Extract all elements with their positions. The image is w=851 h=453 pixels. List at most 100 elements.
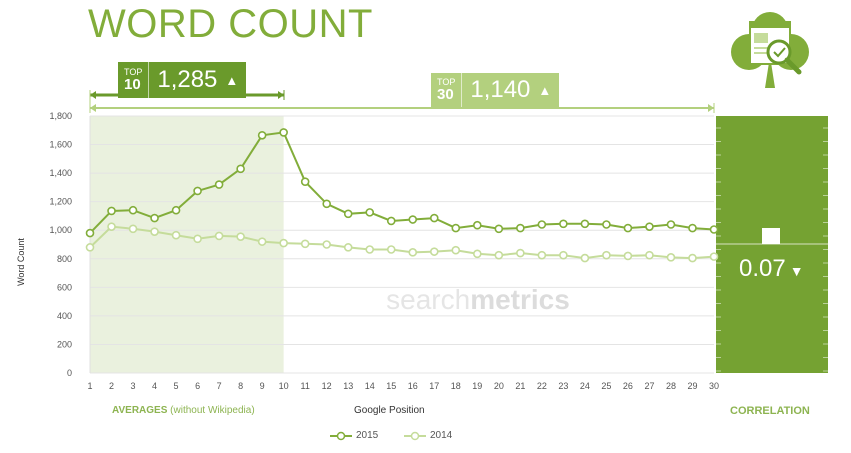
x-axis-label: Google Position	[354, 405, 425, 416]
data-point-2014	[343, 243, 353, 252]
data-point-2015	[666, 220, 676, 229]
data-point-2015	[85, 228, 95, 238]
legend-label-2014: 2014	[430, 430, 453, 441]
x-tick-label: 27	[644, 381, 654, 391]
data-point-2014	[451, 245, 461, 255]
x-tick-label: 11	[301, 381, 310, 391]
x-tick-label: 10	[279, 381, 289, 391]
clover-document-magnifier-icon	[725, 8, 815, 97]
y-axis-label: Word Count	[16, 238, 26, 286]
data-point-2014	[322, 240, 331, 249]
correlation-number: 0.07	[739, 255, 786, 282]
data-point-2014	[709, 252, 719, 261]
x-tick-label: 24	[580, 381, 590, 391]
x-tick-label: 25	[601, 381, 611, 391]
down-arrow-icon: ▼	[789, 263, 804, 279]
data-point-2014	[473, 249, 482, 259]
averages-note: (without Wikipedia)	[170, 405, 255, 416]
data-point-2014	[214, 231, 224, 241]
x-tick-label: 17	[429, 381, 439, 391]
series-2015	[85, 128, 719, 238]
data-point-2015	[709, 225, 719, 234]
x-tick-label: 8	[238, 381, 243, 391]
data-point-2015	[537, 220, 547, 229]
top10-range-left-arrow	[90, 91, 96, 99]
top30-range-right-arrow	[708, 104, 714, 112]
data-point-2015	[171, 205, 181, 215]
data-point-2015	[343, 209, 353, 219]
y-tick-label: 1,800	[49, 111, 72, 121]
data-point-2014	[580, 253, 590, 263]
x-tick-label: 9	[260, 381, 265, 391]
top10-value: 1,285	[157, 66, 218, 93]
data-point-2014	[623, 251, 633, 261]
x-tick-label: 23	[558, 381, 568, 391]
data-point-2014	[386, 245, 396, 254]
data-point-2015	[408, 215, 418, 224]
data-point-2015	[494, 224, 504, 234]
data-point-2015	[580, 219, 590, 229]
y-tick-label: 1,600	[49, 140, 72, 150]
up-arrow-icon: ▲	[225, 72, 239, 88]
x-tick-label: 28	[666, 381, 676, 391]
up-arrow-icon: ▲	[538, 82, 552, 98]
top30-average-badge: TOP 30 1,140 ▲	[431, 73, 560, 107]
x-tick-label: 15	[386, 381, 396, 391]
data-point-2014	[279, 238, 288, 248]
averages-text: AVERAGES	[112, 405, 168, 416]
x-tick-label: 4	[152, 381, 157, 391]
top30-range-left-arrow	[90, 104, 96, 112]
x-tick-label: 20	[494, 381, 504, 391]
data-point-2014	[85, 243, 95, 252]
x-tick-label: 22	[537, 381, 547, 391]
x-tick-label: 21	[515, 381, 525, 391]
data-point-2015	[279, 128, 288, 137]
x-tick-label: 1	[87, 381, 92, 391]
data-point-2014	[559, 250, 568, 260]
data-point-2015	[128, 205, 138, 215]
data-point-2015	[193, 186, 202, 196]
series-2014	[85, 222, 719, 263]
top30-value: 1,140	[470, 76, 531, 103]
x-tick-label: 30	[709, 381, 719, 391]
data-point-2014	[150, 227, 159, 236]
data-point-2015	[300, 177, 310, 186]
data-point-2014	[494, 250, 504, 260]
x-tick-label: 14	[365, 381, 375, 391]
correlation-panel	[716, 116, 828, 373]
x-tick-label: 5	[174, 381, 179, 391]
data-point-2015	[150, 213, 159, 223]
y-tick-label: 600	[57, 282, 72, 292]
x-tick-label: 19	[472, 381, 482, 391]
x-tick-label: 18	[451, 381, 461, 391]
data-point-2014	[516, 248, 525, 258]
top30-rank: 30	[437, 86, 454, 103]
data-point-2014	[193, 234, 202, 244]
data-point-2014	[128, 224, 138, 234]
data-point-2015	[451, 223, 461, 233]
data-point-2015	[257, 130, 267, 140]
chart-title: WORD COUNT	[88, 2, 373, 46]
data-point-2015	[473, 220, 482, 230]
svg-text:searchmetrics: searchmetrics	[386, 284, 570, 315]
y-tick-label: 0	[67, 368, 72, 378]
data-point-2014	[688, 253, 697, 263]
data-point-2014	[645, 250, 654, 260]
legend-item-2015: 2015	[330, 430, 378, 441]
data-point-2015	[107, 206, 116, 216]
data-point-2014	[300, 239, 310, 249]
averages-label: AVERAGES (without Wikipedia)	[112, 405, 255, 416]
data-point-2014	[408, 248, 418, 257]
data-point-2015	[236, 164, 245, 174]
data-point-2014	[429, 247, 439, 256]
data-point-2014	[666, 253, 676, 262]
data-point-2015	[386, 216, 396, 226]
correlation-label: CORRELATION	[730, 405, 810, 417]
top10-top-label: TOP	[124, 67, 143, 77]
legend-label-2015: 2015	[356, 430, 379, 441]
x-tick-label: 26	[623, 381, 633, 391]
data-point-2015	[688, 223, 697, 233]
y-tick-label: 200	[57, 339, 72, 349]
top10-shaded-region	[90, 116, 284, 373]
